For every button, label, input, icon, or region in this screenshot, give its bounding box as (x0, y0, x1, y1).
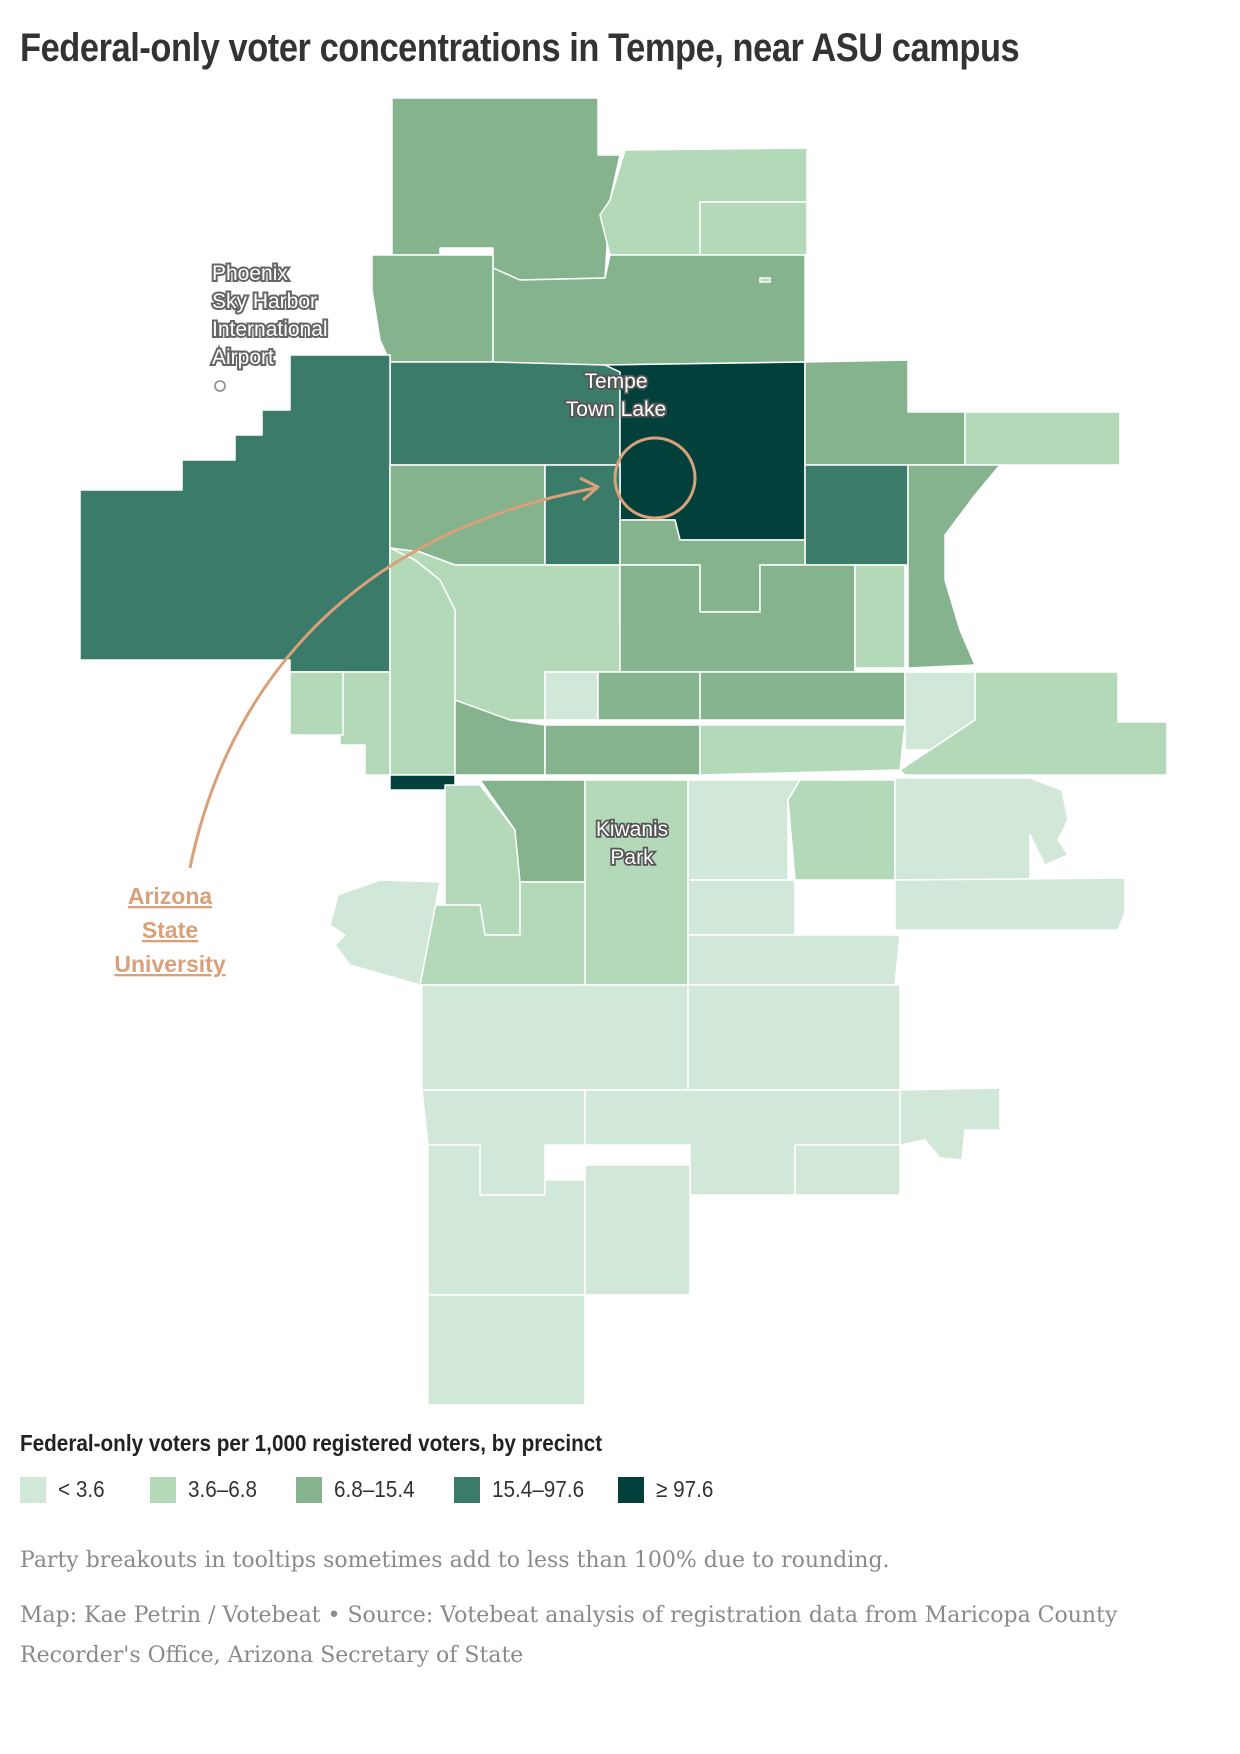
precinct[interactable] (964, 411, 1121, 466)
legend-swatch (150, 1476, 176, 1503)
precinct[interactable] (544, 671, 599, 721)
precinct[interactable] (687, 879, 796, 936)
legend-item: < 3.6 (20, 1476, 110, 1503)
svg-text:Kiwanis: Kiwanis (596, 818, 668, 841)
precinct[interactable] (584, 779, 689, 986)
legend-item: 15.4–97.6 (454, 1476, 594, 1503)
svg-text:University: University (114, 951, 225, 977)
precinct[interactable] (687, 984, 901, 1091)
precinct[interactable] (699, 724, 906, 776)
lake-label: Tempe Town Lake (564, 368, 668, 423)
precinct[interactable] (759, 277, 771, 283)
svg-text:State: State (142, 917, 198, 943)
page-title: Federal-only voter concentrations in Tem… (20, 26, 1020, 70)
precinct[interactable] (894, 777, 1069, 881)
precinct[interactable] (899, 1087, 1001, 1161)
svg-text:Phoenix: Phoenix (212, 262, 288, 285)
arrow-head (579, 476, 600, 502)
svg-text:Airport: Airport (212, 346, 274, 369)
legend-label: ≥ 97.6 (656, 1476, 714, 1502)
svg-text:Sky Harbor: Sky Harbor (212, 290, 317, 313)
precinct[interactable] (597, 671, 701, 721)
footnote: Party breakouts in tooltips sometimes ad… (20, 1548, 890, 1573)
precinct[interactable] (699, 671, 906, 721)
legend-label: 3.6–6.8 (188, 1476, 258, 1502)
legend-item: 6.8–15.4 (296, 1476, 424, 1503)
precinct[interactable] (899, 671, 1168, 776)
legend-swatch (20, 1476, 46, 1503)
legend-label: 15.4–97.6 (492, 1476, 585, 1502)
precinct[interactable] (907, 464, 1001, 669)
legend-label: 6.8–15.4 (334, 1476, 415, 1502)
precinct[interactable] (894, 877, 1126, 931)
precinct[interactable] (289, 671, 344, 736)
precinct[interactable] (389, 464, 546, 566)
legend-item: ≥ 97.6 (618, 1476, 720, 1503)
asu-label[interactable]: Arizona State University (114, 883, 225, 977)
precinct[interactable] (421, 984, 689, 1091)
svg-text:Tempe: Tempe (584, 370, 647, 393)
precinct[interactable] (687, 934, 901, 986)
svg-text:Town Lake: Town Lake (566, 398, 666, 421)
legend-title: Federal-only voters per 1,000 registered… (20, 1430, 603, 1456)
precinct[interactable] (854, 564, 906, 669)
legend-swatch (454, 1476, 480, 1503)
legend-swatch (296, 1476, 322, 1503)
airport-label: Phoenix Sky Harbor International Airport (210, 260, 330, 371)
precinct[interactable] (794, 1144, 901, 1196)
precinct[interactable] (427, 1294, 586, 1406)
legend-item: 3.6–6.8 (150, 1476, 265, 1503)
precinct[interactable] (371, 254, 494, 363)
precinct[interactable] (804, 359, 966, 466)
airport-marker-icon (214, 380, 226, 392)
legend-swatch (618, 1476, 644, 1503)
precinct[interactable] (687, 779, 801, 881)
svg-text:Arizona: Arizona (128, 883, 213, 909)
campus-highlight-circle (613, 436, 697, 520)
precinct[interactable] (584, 1164, 691, 1296)
precinct[interactable] (79, 354, 391, 673)
source-credit: Map: Kae Petrin / Votebeat • Source: Vot… (20, 1603, 1118, 1668)
precinct[interactable] (699, 201, 808, 256)
annotation-arrow (188, 486, 596, 869)
legend-label: < 3.6 (58, 1476, 105, 1502)
precinct[interactable] (329, 879, 441, 986)
park-label: Kiwanis Park (594, 816, 670, 871)
precinct[interactable] (787, 779, 896, 881)
svg-text:International: International (212, 318, 328, 341)
precinct[interactable] (544, 724, 701, 776)
svg-text:Park: Park (610, 846, 654, 869)
precinct[interactable] (391, 97, 621, 281)
precinct[interactable] (804, 464, 909, 566)
